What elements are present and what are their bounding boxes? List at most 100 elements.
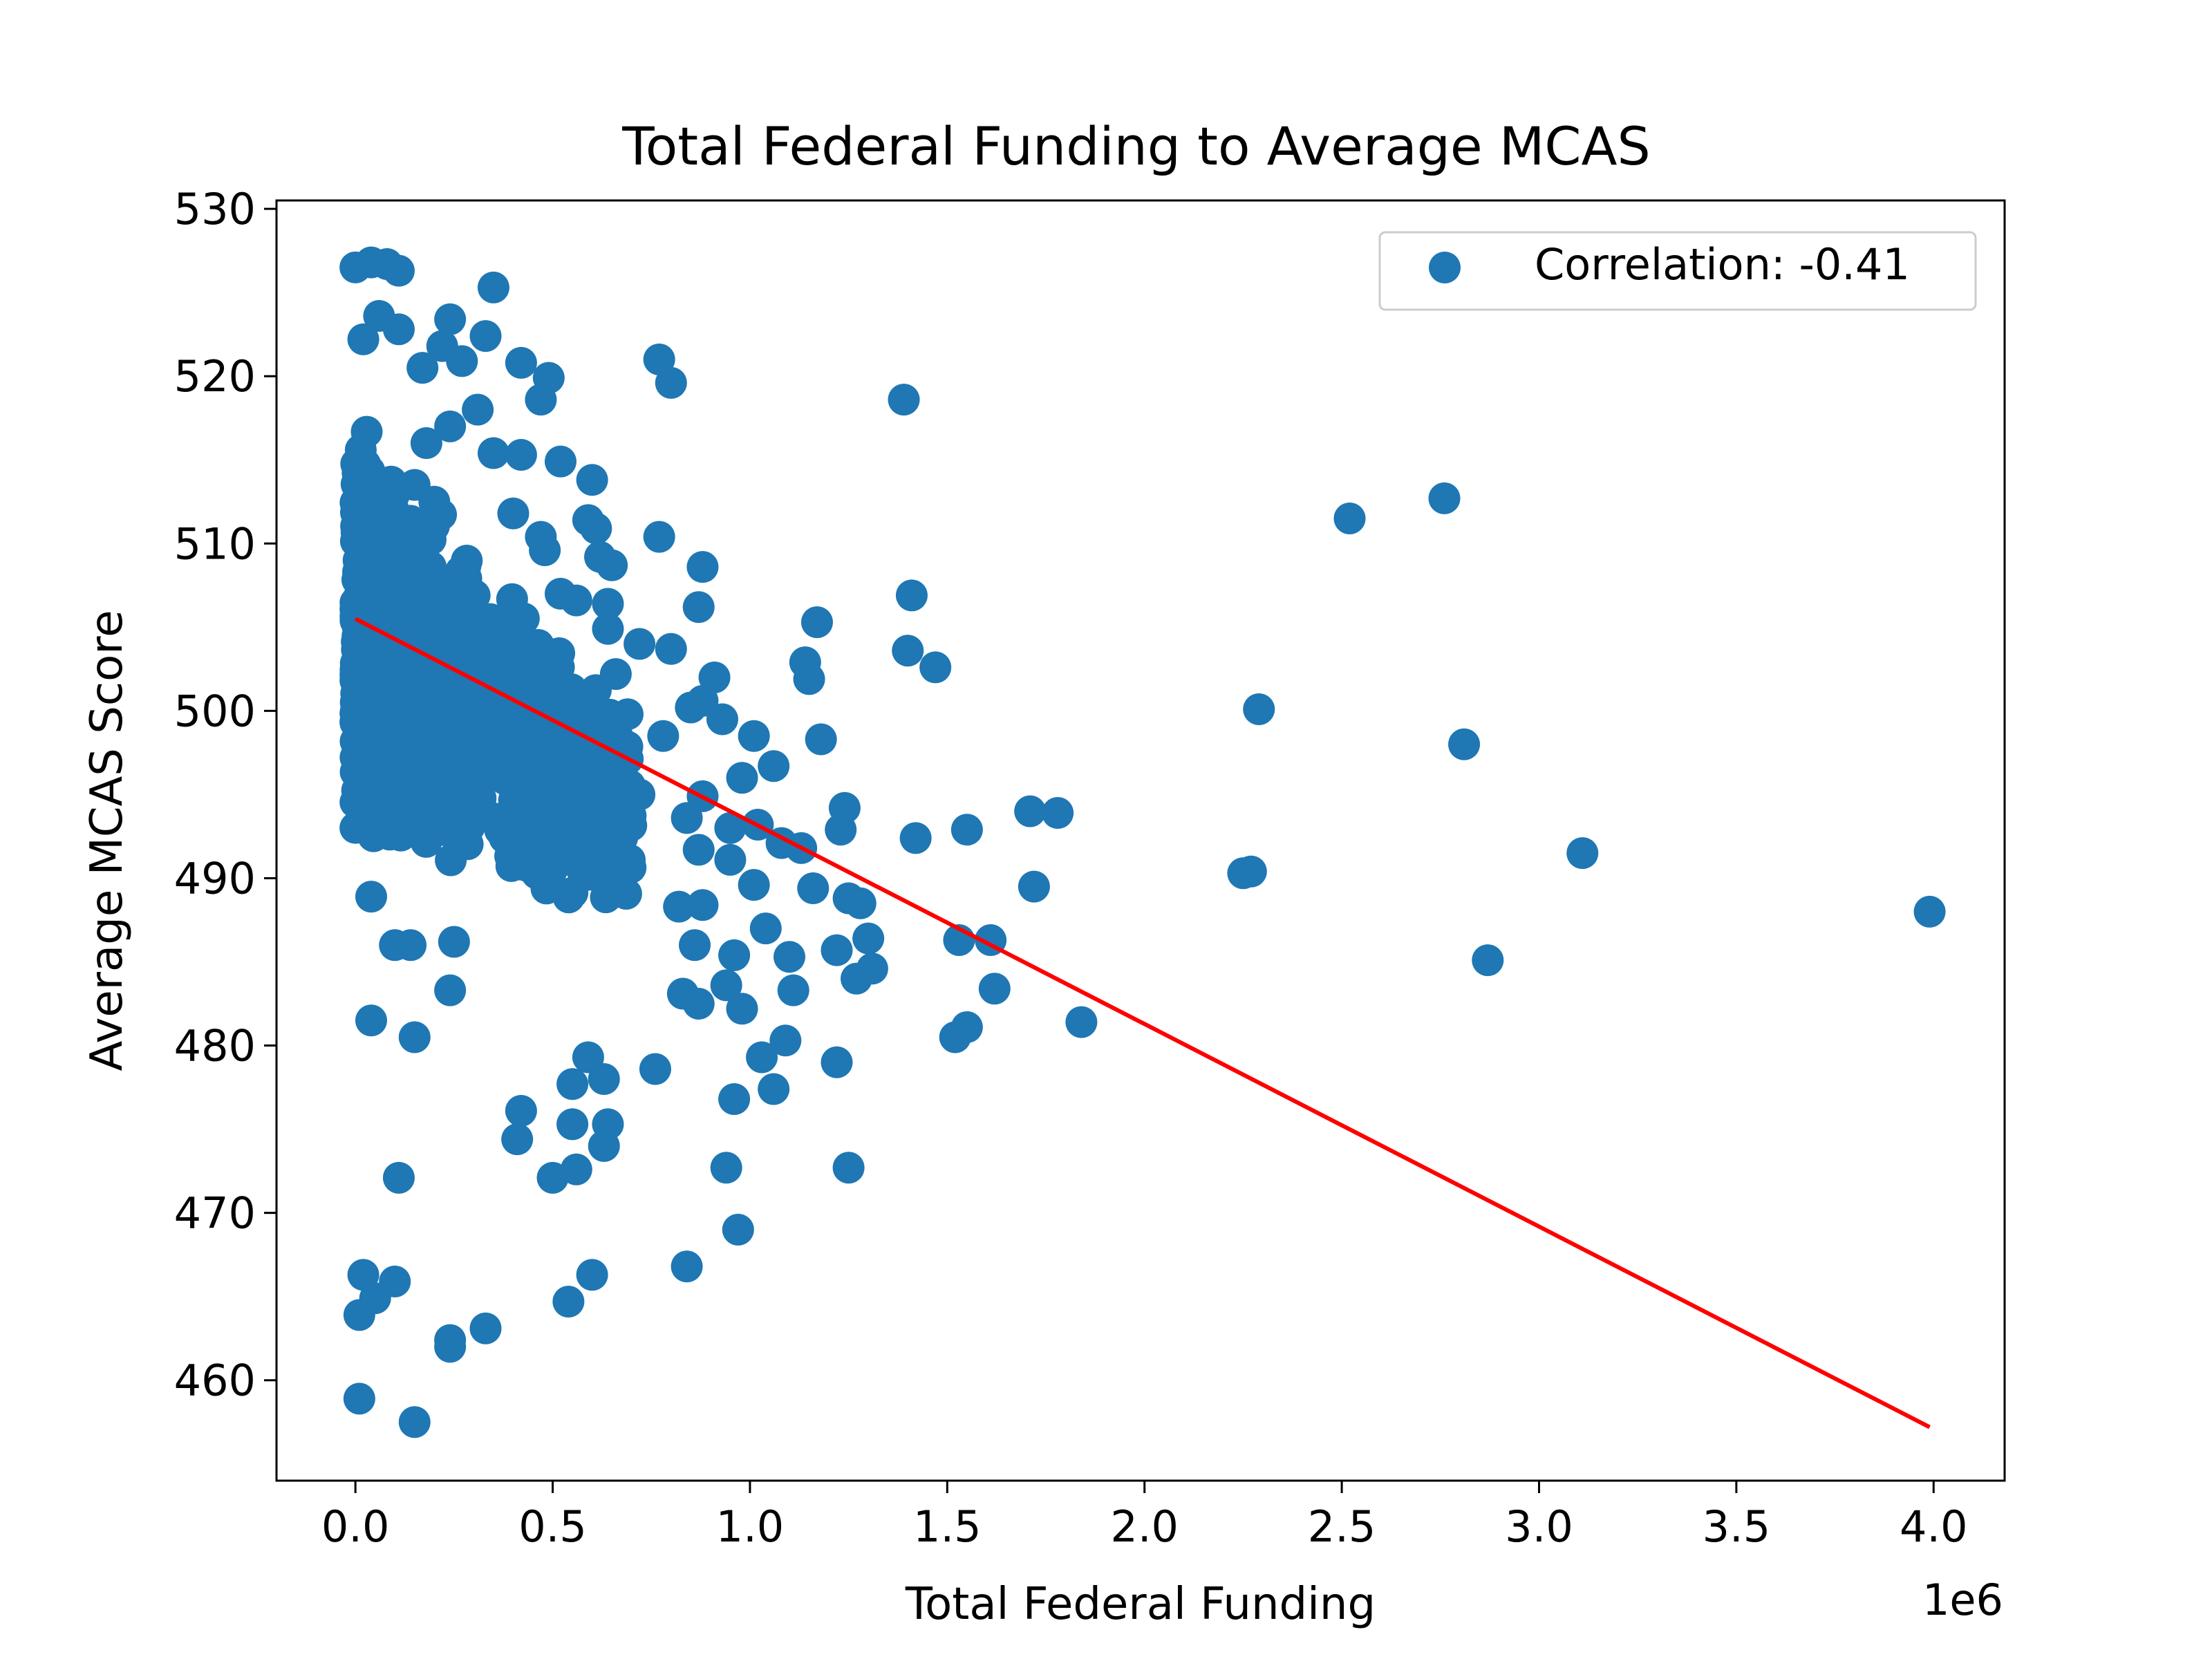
scatter-point bbox=[726, 762, 758, 794]
scatter-point bbox=[375, 551, 408, 583]
scatter-point bbox=[1243, 693, 1275, 725]
scatter-point bbox=[529, 796, 562, 828]
scatter-point bbox=[395, 929, 427, 962]
scatter-point bbox=[718, 939, 751, 971]
scatter-point bbox=[682, 834, 715, 866]
scatter-point bbox=[714, 843, 747, 876]
scatter-point bbox=[544, 445, 577, 478]
scatter-point bbox=[343, 1299, 375, 1331]
scatter-point bbox=[453, 766, 485, 798]
scatter-point bbox=[1913, 895, 1946, 928]
x-tick-label: 4.0 bbox=[1900, 1501, 1968, 1552]
scatter-point bbox=[643, 521, 675, 553]
scatter-point bbox=[596, 549, 628, 581]
y-tick-label: 520 bbox=[174, 351, 256, 402]
scatter-point bbox=[438, 926, 470, 958]
scatter-point bbox=[478, 713, 511, 745]
x-axis-ticks: 0.0 0.5 1.0 1.5 2.0 2.5 3.0 3.5 4.0 bbox=[321, 1481, 1968, 1552]
scatter-point bbox=[671, 1250, 703, 1283]
scatter-point bbox=[758, 1073, 790, 1105]
scatter-point bbox=[1065, 1006, 1098, 1038]
y-axis-label: Average MCAS Score bbox=[82, 610, 133, 1071]
scatter-point bbox=[434, 974, 467, 1006]
scatter-point bbox=[469, 320, 502, 353]
scatter-point bbox=[610, 878, 642, 910]
scatter-point bbox=[738, 720, 770, 752]
points-layer bbox=[339, 246, 1946, 1438]
y-tick-label: 460 bbox=[174, 1356, 256, 1406]
scatter-point bbox=[749, 912, 782, 945]
scatter-point bbox=[556, 799, 588, 832]
scatter-point bbox=[1014, 795, 1047, 827]
legend: Correlation: -0.41 bbox=[1378, 231, 1977, 311]
scatter-point bbox=[1428, 482, 1461, 514]
axes-frame bbox=[275, 199, 2006, 1482]
scatter-point bbox=[821, 1046, 853, 1078]
scatter-point bbox=[525, 384, 557, 416]
scatter-point bbox=[505, 438, 537, 471]
scatter-point bbox=[777, 974, 809, 1006]
scatter-point bbox=[581, 852, 613, 884]
scatter-point bbox=[446, 345, 478, 377]
scatter-point bbox=[1018, 870, 1050, 903]
scatter-point bbox=[797, 872, 830, 904]
scatter-point bbox=[611, 698, 644, 731]
scatter-point bbox=[793, 663, 825, 695]
scatter-point bbox=[398, 1406, 431, 1438]
scatter-point bbox=[1472, 944, 1504, 977]
scatter-point bbox=[418, 509, 450, 542]
scatter-point bbox=[536, 1161, 569, 1194]
scatter-point bbox=[800, 606, 833, 639]
trend-line bbox=[354, 617, 1931, 1430]
scatter-point bbox=[406, 352, 439, 384]
scatter-point bbox=[351, 459, 384, 491]
scatter-point bbox=[663, 890, 695, 923]
scatter-point bbox=[895, 579, 928, 612]
scatter-point bbox=[444, 555, 477, 588]
scatter-point bbox=[675, 691, 707, 724]
scatter-point bbox=[588, 1062, 620, 1095]
x-axis-label: Total Federal Funding bbox=[905, 1579, 1376, 1630]
scatter-point bbox=[355, 881, 387, 913]
scatter-point bbox=[679, 929, 711, 962]
scatter-point bbox=[1235, 855, 1267, 888]
scatter-point bbox=[597, 764, 629, 796]
scatter-point bbox=[580, 512, 612, 545]
scatter-point bbox=[397, 763, 429, 796]
scatter-point bbox=[1042, 797, 1074, 830]
scatter-point bbox=[950, 814, 983, 846]
scatter-point bbox=[706, 703, 738, 735]
scatter-point bbox=[572, 770, 604, 803]
y-tick-label: 470 bbox=[174, 1188, 256, 1239]
scatter-point bbox=[746, 1041, 778, 1074]
scatter-point bbox=[844, 887, 877, 919]
scatter-point bbox=[919, 651, 952, 684]
scatter-point bbox=[382, 254, 415, 287]
scatter-point bbox=[339, 741, 372, 774]
scatter-point bbox=[624, 778, 656, 811]
scatter-point bbox=[342, 556, 375, 588]
x-tick-label: 1.5 bbox=[913, 1501, 982, 1552]
scatter-point bbox=[647, 720, 679, 752]
scatter-point bbox=[710, 969, 742, 1002]
scatter-point bbox=[434, 303, 467, 335]
scatter-point bbox=[655, 366, 687, 399]
scatter-point bbox=[1333, 502, 1366, 534]
scatter-point bbox=[832, 1152, 865, 1184]
scatter-point bbox=[507, 602, 540, 635]
scatter-point bbox=[349, 646, 382, 679]
scatter-point bbox=[477, 271, 509, 303]
scatter-point bbox=[505, 346, 537, 379]
scatter-point bbox=[560, 584, 592, 617]
x-tick-label: 3.5 bbox=[1703, 1501, 1771, 1552]
scatter-point bbox=[726, 993, 758, 1025]
scatter-point bbox=[888, 384, 920, 416]
scatter-point bbox=[535, 682, 568, 714]
scatter-point bbox=[374, 628, 406, 661]
scatter-point bbox=[402, 544, 434, 577]
scatter-point bbox=[347, 1259, 379, 1291]
scatter-point bbox=[939, 1021, 971, 1053]
x-tick-label: 2.0 bbox=[1110, 1501, 1179, 1552]
scatter-point bbox=[686, 551, 719, 583]
scatter-point bbox=[825, 814, 857, 846]
